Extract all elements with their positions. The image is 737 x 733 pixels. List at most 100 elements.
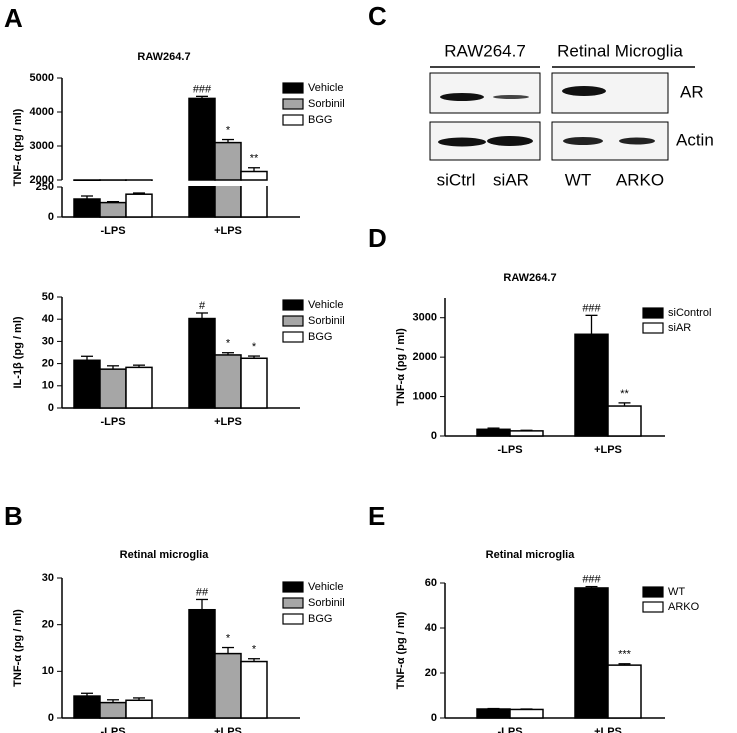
bar (240, 186, 268, 218)
annotation: ### (193, 83, 212, 95)
x-tick-label: +LPS (594, 726, 622, 733)
segment-group (476, 427, 511, 437)
segment-group (214, 186, 242, 218)
annotation: # (199, 300, 206, 312)
x-tick-label: -LPS (100, 416, 125, 428)
x-tick-label: +LPS (594, 444, 622, 456)
legend-swatch (642, 322, 664, 334)
annotation: * (252, 341, 257, 353)
western-blot: RAW264.7 Retinal Microglia AR Actin siCt… (429, 41, 714, 189)
lane-label: siCtrl (437, 170, 476, 189)
y-tick-label: 5000 (30, 72, 54, 84)
y-tick-label: 3000 (413, 312, 437, 324)
segment-group (574, 314, 609, 437)
segment-group (214, 646, 242, 719)
bar (240, 660, 268, 719)
bar (214, 652, 242, 719)
bar (188, 186, 216, 218)
band (619, 137, 655, 145)
bar (574, 587, 609, 719)
lane-label: ARKO (616, 170, 664, 189)
legend-swatch (282, 331, 304, 343)
panel-letter: B (4, 501, 23, 531)
panel-letter: C (368, 1, 387, 31)
bar (125, 179, 153, 181)
bar (574, 333, 609, 437)
y-tick-label: 40 (425, 622, 437, 634)
band (487, 136, 533, 146)
chart-title: Retinal microglia (486, 549, 576, 561)
bar (214, 354, 242, 409)
y-tick-label: 2000 (413, 351, 437, 363)
segment-group (73, 195, 101, 218)
segment-group (99, 200, 127, 218)
bar (214, 141, 242, 181)
legend-swatch (282, 581, 304, 593)
segment-group (73, 692, 101, 719)
y-tick-label: 30 (42, 335, 54, 347)
segment-group (99, 365, 127, 409)
bar (73, 359, 101, 409)
segment-group (607, 663, 642, 719)
bar (73, 695, 101, 719)
y-tick-label: 20 (42, 619, 54, 631)
bar-chart: Retinal microglia TNF-α (pg / ml) 0 20 40 60 -… (395, 549, 700, 733)
y-axis-label: TNF-α (pg / ml) (12, 609, 24, 687)
blot-row-label: AR (680, 82, 704, 101)
bar (73, 179, 101, 181)
legend-swatch (642, 601, 664, 613)
legend-label: Sorbinil (308, 98, 345, 110)
x-tick-label: -LPS (100, 726, 125, 733)
legend-swatch (282, 82, 304, 94)
chart-title: Retinal microglia (120, 549, 210, 561)
segment-group (240, 355, 268, 409)
band (563, 137, 603, 145)
segment-group (607, 402, 642, 437)
legend-label: BGG (308, 331, 332, 343)
bar (214, 186, 242, 218)
bar (125, 193, 153, 218)
legend-label: BGG (308, 114, 332, 126)
bar (476, 428, 511, 437)
y-tick-label: 40 (42, 313, 54, 325)
y-tick-label: 20 (42, 358, 54, 370)
bar (509, 708, 544, 719)
y-tick-label: 0 (431, 430, 437, 442)
bar (99, 368, 127, 409)
annotation: * (226, 632, 231, 644)
x-tick-label: +LPS (214, 726, 242, 733)
segment-group (125, 697, 153, 719)
legend-label: Sorbinil (308, 597, 345, 609)
y-tick-label: 0 (48, 211, 54, 223)
band (562, 86, 606, 96)
annotation: ### (582, 302, 601, 314)
bar (509, 430, 544, 437)
bar (125, 366, 153, 409)
legend-label: Sorbinil (308, 315, 345, 327)
annotation: * (226, 338, 231, 350)
y-tick-label: 0 (48, 402, 54, 414)
bar (188, 97, 216, 181)
annotation: *** (618, 649, 632, 661)
bar-chart: RAW264.7 TNF-α (pg / ml) 0 1000 2000 3000 -LPS… (395, 272, 712, 456)
blot-box (429, 72, 541, 114)
y-tick-label: 60 (425, 577, 437, 589)
legend-swatch (282, 299, 304, 311)
bar (240, 170, 268, 181)
legend-label: Vehicle (308, 82, 343, 94)
x-tick-label: +LPS (214, 416, 242, 428)
lane-label: siAR (493, 170, 529, 189)
y-tick-label: 2000 (30, 174, 54, 186)
legend-label: ARKO (668, 601, 700, 613)
bar (99, 701, 127, 719)
band (440, 93, 484, 101)
bar (73, 198, 101, 218)
bar (240, 357, 268, 409)
legend-label: siAR (668, 322, 691, 334)
legend-label: BGG (308, 613, 332, 625)
annotation: ** (250, 153, 259, 165)
legend-swatch (642, 586, 664, 598)
